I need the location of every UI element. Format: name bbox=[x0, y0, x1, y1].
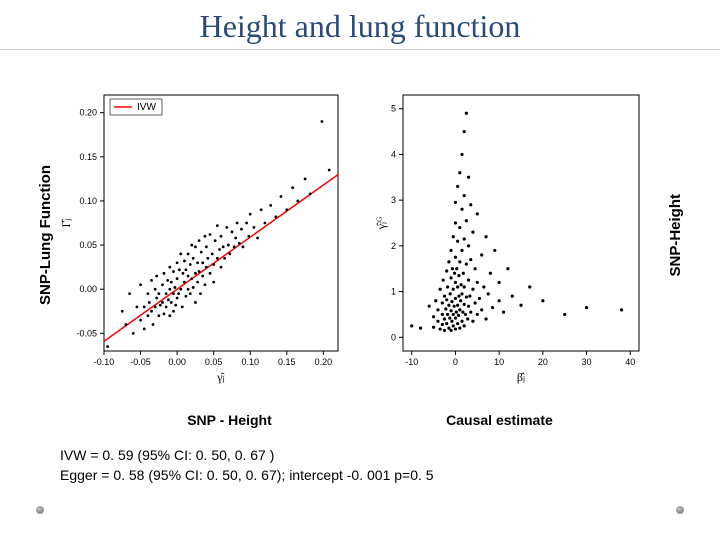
svg-text:0.00: 0.00 bbox=[168, 357, 186, 367]
svg-text:Γ̂ⱼ: Γ̂ⱼ bbox=[59, 218, 73, 227]
svg-text:3: 3 bbox=[390, 195, 395, 205]
svg-text:0: 0 bbox=[452, 357, 457, 367]
right-x-caption: Causal estimate bbox=[446, 412, 553, 428]
svg-text:0.05: 0.05 bbox=[204, 357, 222, 367]
page-title: Height and lung function bbox=[0, 0, 720, 50]
slide-bullet-icon bbox=[676, 506, 684, 514]
svg-text:0.05: 0.05 bbox=[79, 240, 97, 250]
stats-ivw: IVW = 0. 59 (95% CI: 0. 50, 0. 67 ) bbox=[60, 446, 680, 466]
svg-text:0.20: 0.20 bbox=[79, 108, 97, 118]
svg-text:0: 0 bbox=[390, 332, 395, 342]
right-chart: -10 0 10 20 30 40 0 1 2 3 4 5 β̂ⱼ γ̂ⱼᴳ bbox=[373, 85, 663, 385]
svg-text:0.15: 0.15 bbox=[79, 152, 97, 162]
stats-egger: Egger = 0. 58 (95% CI: 0. 50, 0. 67); in… bbox=[60, 466, 680, 486]
stats-block: IVW = 0. 59 (95% CI: 0. 50, 0. 67 ) Egge… bbox=[0, 428, 720, 485]
svg-text:10: 10 bbox=[494, 357, 504, 367]
right-chart-group: -10 0 10 20 30 40 0 1 2 3 4 5 β̂ⱼ γ̂ⱼᴳ SNP-Height bbox=[373, 60, 688, 410]
slide-bullet-icon bbox=[36, 506, 44, 514]
svg-text:2: 2 bbox=[390, 241, 395, 251]
svg-text:0.10: 0.10 bbox=[241, 357, 259, 367]
svg-text:30: 30 bbox=[581, 357, 591, 367]
left-y-label: SNP-Lung Function bbox=[33, 165, 58, 305]
svg-text:-0.05: -0.05 bbox=[76, 328, 97, 338]
charts-container: SNP-Lung Function -0.10 -0.05 0.00 0.05 0.10… bbox=[0, 50, 720, 410]
svg-text:0.15: 0.15 bbox=[278, 357, 296, 367]
svg-text:0.10: 0.10 bbox=[79, 196, 97, 206]
right-y-label: SNP-Height bbox=[663, 194, 688, 277]
svg-text:0.20: 0.20 bbox=[314, 357, 332, 367]
svg-text:20: 20 bbox=[537, 357, 547, 367]
svg-text:-0.05: -0.05 bbox=[130, 357, 151, 367]
x-captions: SNP - Height Causal estimate bbox=[0, 410, 720, 428]
svg-text:-10: -10 bbox=[405, 357, 418, 367]
left-chart-group: SNP-Lung Function -0.10 -0.05 0.00 0.05 0.10… bbox=[33, 60, 348, 410]
svg-text:5: 5 bbox=[390, 104, 395, 114]
svg-text:γ̂ⱼ: γ̂ⱼ bbox=[216, 370, 224, 384]
svg-text:β̂ⱼ: β̂ⱼ bbox=[516, 370, 524, 384]
svg-text:-0.10: -0.10 bbox=[93, 357, 114, 367]
svg-text:4: 4 bbox=[390, 149, 395, 159]
left-x-caption: SNP - Height bbox=[187, 412, 272, 428]
svg-text:1: 1 bbox=[390, 287, 395, 297]
left-chart: -0.10 -0.05 0.00 0.05 0.10 0.15 0.20 -0.05 0.00 0… bbox=[58, 85, 348, 385]
svg-text:0.00: 0.00 bbox=[79, 284, 97, 294]
svg-text:40: 40 bbox=[625, 357, 635, 367]
svg-text:IVW: IVW bbox=[137, 102, 156, 113]
svg-text:γ̂ⱼᴳ: γ̂ⱼᴳ bbox=[374, 217, 388, 231]
